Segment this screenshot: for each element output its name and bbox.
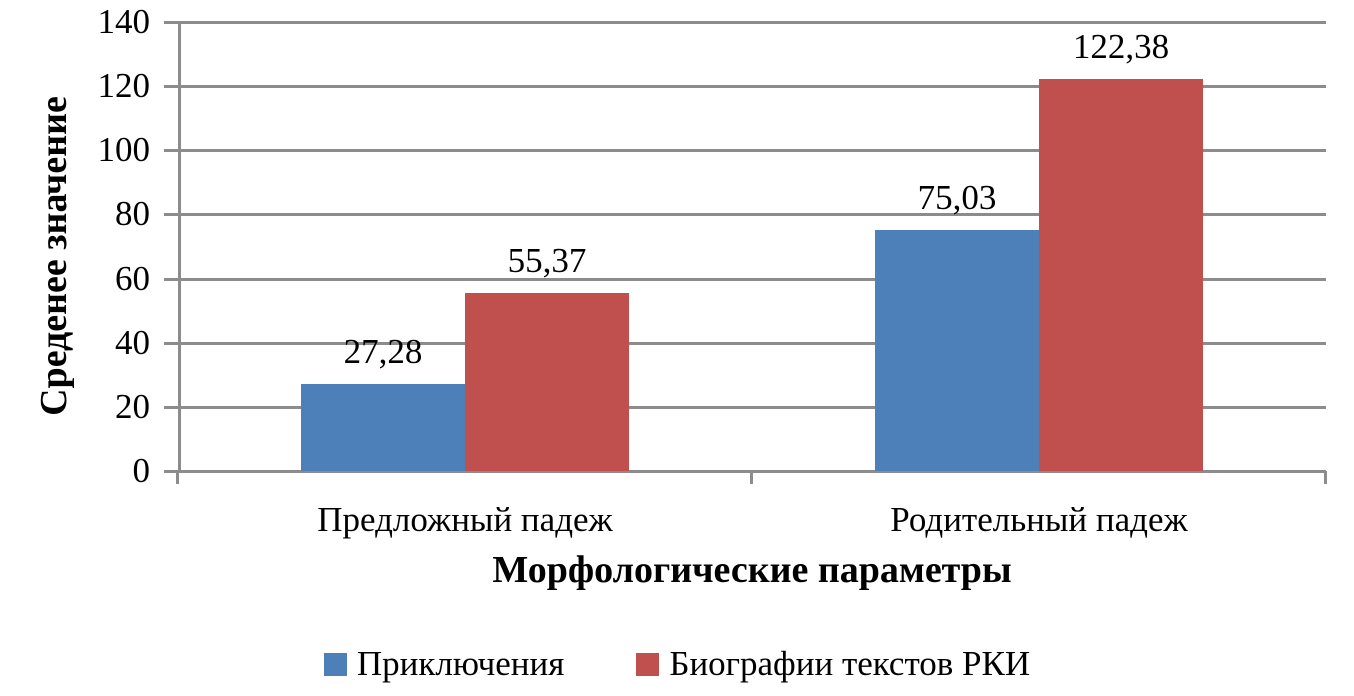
y-axis-tick: [164, 21, 178, 24]
data-label-s2-c2: 122,38: [1072, 26, 1170, 66]
gridline-100: [178, 149, 1326, 153]
y-tick-label: 40: [115, 322, 150, 362]
y-axis-tick: [164, 341, 178, 345]
gridline-120: [178, 85, 1326, 89]
category-label-1: Предложный падеж: [317, 500, 613, 539]
gridline-80: [178, 213, 1326, 217]
y-axis-line: [178, 22, 181, 472]
bar-s2-c1: [465, 293, 629, 471]
y-tick-label: 80: [115, 194, 150, 234]
x-axis-title: Морфологические параметры: [492, 549, 1012, 591]
y-tick-label: 100: [97, 130, 151, 170]
x-axis-tick: [1324, 471, 1327, 484]
data-label-s1-c1: 27,28: [343, 331, 423, 371]
y-tick-label: 20: [115, 386, 150, 426]
data-label-s1-c2: 75,03: [917, 178, 997, 218]
y-tick-label: 0: [132, 451, 151, 490]
y-tick-label: 120: [97, 66, 151, 106]
legend-item-1: Приключения: [323, 644, 565, 684]
y-tick-label: 60: [115, 258, 150, 298]
data-label-s2-c1: 55,37: [507, 241, 587, 281]
bar-s1-c2: [875, 230, 1039, 471]
legend-swatch-icon: [323, 652, 347, 676]
gridline-60: [178, 277, 1326, 281]
bar-s2-c2: [1039, 78, 1203, 471]
y-axis-tick: [164, 470, 178, 473]
y-tick-label: 140: [97, 2, 151, 41]
y-axis-tick: [164, 213, 178, 217]
legend: Приключения Биографии текстов РКИ: [0, 644, 1354, 684]
y-axis-tick: [164, 277, 178, 281]
y-axis-tick: [164, 85, 178, 89]
bar-s1-c1: [301, 383, 465, 471]
category-label-2: Родительный падеж: [890, 500, 1188, 539]
gridline-20: [178, 405, 1326, 409]
gridline-140: [178, 21, 1326, 24]
legend-label: Биографии текстов РКИ: [669, 644, 1031, 683]
gridline-40: [178, 341, 1326, 345]
y-axis-tick: [164, 149, 178, 153]
legend-item-2: Биографии текстов РКИ: [636, 644, 1030, 684]
legend-label: Приключения: [356, 644, 565, 683]
legend-swatch-icon: [636, 652, 660, 676]
y-axis-tick: [164, 405, 178, 409]
x-axis-tick: [750, 471, 753, 484]
x-axis-tick: [176, 471, 179, 484]
